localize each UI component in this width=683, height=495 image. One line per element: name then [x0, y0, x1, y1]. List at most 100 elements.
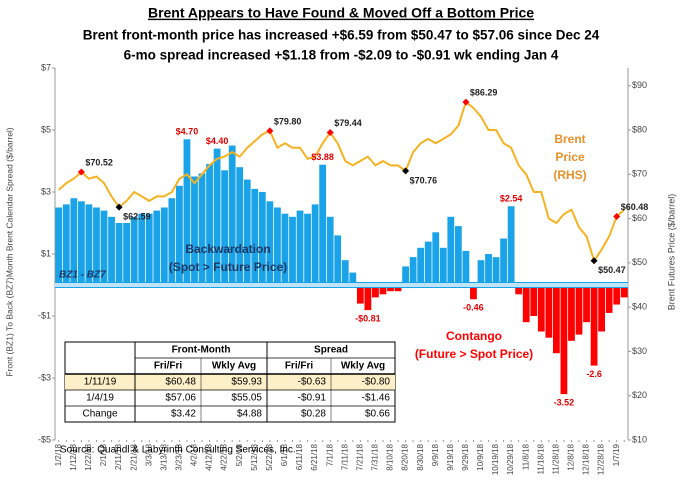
bar: [507, 206, 515, 285]
bar: [515, 285, 523, 295]
bar: [341, 260, 349, 285]
data-label: $4.70: [176, 127, 199, 137]
bar: [402, 266, 409, 285]
marker: [590, 257, 598, 265]
table-cell: -$0.91: [298, 393, 327, 404]
bar: [228, 145, 236, 285]
bar: [62, 204, 70, 285]
data-label: -0.46: [463, 303, 484, 313]
table-header: Fri/Fri: [285, 361, 314, 372]
annotation: Backwardation: [185, 242, 270, 256]
bar: [613, 285, 621, 305]
y-tick-label: $7: [41, 62, 51, 72]
bar: [545, 285, 553, 338]
data-label: $79.44: [334, 118, 362, 128]
bar: [85, 204, 93, 285]
y2-axis-label: Brent Futures Price ($/barrel): [666, 194, 676, 311]
x-tick-label: 6/11/18: [295, 443, 304, 470]
bar: [130, 216, 138, 285]
x-tick-label: 8/10/18: [386, 443, 395, 470]
data-label: $3.88: [311, 152, 334, 162]
bar: [492, 257, 500, 285]
bar: [213, 148, 221, 285]
x-tick-label: 4/22/18: [220, 443, 229, 470]
x-tick-label: 4/12/18: [205, 443, 214, 470]
bar: [319, 164, 327, 285]
annotation: Brent: [554, 132, 585, 146]
bar: [311, 204, 319, 285]
table-header: Wkly Avg: [341, 361, 385, 372]
y2-tick-label: $30: [632, 346, 647, 356]
data-label: -$0.81: [355, 313, 381, 323]
x-tick-label: 5/2/18: [235, 443, 244, 466]
data-label: $70.52: [85, 157, 113, 167]
bar: [160, 207, 168, 285]
y2-tick-label: $40: [632, 302, 647, 312]
x-tick-label: 1/12/18: [69, 443, 78, 470]
bar: [605, 285, 613, 313]
bar: [326, 216, 334, 285]
x-tick-label: 7/31/18: [371, 443, 380, 470]
x-tick-label: 9/9/18: [431, 443, 440, 466]
annotation: (RHS): [553, 168, 586, 182]
data-label: $70.76: [410, 175, 438, 185]
bar: [145, 213, 153, 285]
table-cell: $4.88: [237, 409, 262, 420]
x-tick-label: 12/18/18: [582, 443, 591, 475]
data-label: $60.48: [621, 202, 649, 212]
bar: [424, 241, 432, 285]
bar: [304, 213, 311, 285]
subtitle: Brent front-month price has increased +$…: [83, 28, 600, 43]
table-group: Front-Month: [172, 345, 231, 356]
bar: [266, 201, 274, 285]
x-tick-label: 7/21/18: [355, 443, 364, 470]
x-tick-label: 6/1/18: [280, 443, 289, 466]
bar: [183, 139, 191, 285]
data-label: $79.80: [274, 116, 302, 126]
table-cell: $0.28: [301, 409, 326, 420]
bar: [530, 285, 538, 316]
bar: [153, 210, 161, 285]
y-tick-label: -$3: [38, 372, 51, 382]
marker: [115, 203, 123, 211]
bar: [77, 201, 85, 285]
y-tick-label: -$5: [38, 434, 51, 444]
table-cell: $3.42: [171, 409, 196, 420]
y2-tick-label: $10: [632, 434, 647, 444]
y-tick-label: $3: [41, 186, 51, 196]
x-tick-label: 11/28/18: [551, 443, 560, 474]
bar: [168, 198, 176, 285]
bar: [296, 210, 304, 285]
bar: [537, 285, 545, 332]
bar: [274, 207, 281, 285]
data-label: $62.59: [123, 211, 151, 221]
bar: [364, 285, 372, 311]
data-label: $2.54: [500, 194, 523, 204]
data-label: $4.40: [206, 136, 229, 146]
bar: [221, 170, 229, 285]
bar: [100, 210, 108, 285]
bar: [191, 176, 198, 285]
table-cell: $55.05: [231, 393, 262, 404]
bar: [387, 285, 394, 292]
bar: [251, 188, 259, 285]
data-label: -2.6: [586, 369, 602, 379]
y-tick-label: -$1: [38, 310, 51, 320]
x-tick-label: 6/21/18: [310, 443, 319, 470]
x-tick-label: 4/2/18: [190, 443, 199, 466]
x-tick-label: 11/18/18: [536, 443, 545, 474]
bar: [115, 223, 123, 285]
bar: [281, 213, 289, 285]
x-tick-label: 11/8/18: [521, 443, 530, 470]
bar: [462, 250, 470, 285]
x-tick-label: 3/23/18: [175, 443, 184, 470]
marker: [462, 98, 470, 106]
marker: [613, 212, 621, 220]
data-label: -3.52: [554, 397, 575, 407]
bar: [432, 232, 440, 285]
bar: [560, 285, 568, 395]
bar: [93, 207, 100, 285]
bar: [470, 285, 477, 300]
marker: [77, 168, 85, 176]
table-cell: $60.48: [165, 377, 196, 388]
